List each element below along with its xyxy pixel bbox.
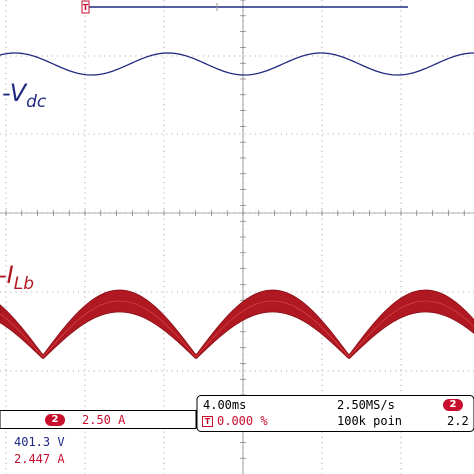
ch1-vdc-waveform bbox=[0, 52, 474, 76]
trigger-position[interactable]: 0.000 % bbox=[217, 414, 268, 428]
vdc-label-prefix: -V bbox=[2, 79, 27, 107]
trigger-source-badge[interactable]: 2 bbox=[443, 399, 463, 411]
record-length[interactable]: 100k poin bbox=[337, 414, 403, 428]
ilb-label-sub: Lb bbox=[13, 274, 35, 294]
trigger-position-marker-icon[interactable]: T bbox=[81, 0, 90, 14]
voltage-readout: 401.3 V bbox=[14, 435, 65, 449]
svg-text:T: T bbox=[83, 3, 89, 12]
trigger-icon: T bbox=[202, 416, 213, 427]
ch2-badge[interactable]: 2 bbox=[45, 414, 65, 426]
timebase[interactable]: 4.00ms bbox=[203, 398, 247, 412]
trigger-level[interactable]: 2.2 bbox=[447, 414, 469, 428]
ch2-ilb-waveform-highlight bbox=[0, 300, 474, 357]
ilb-trace-label: -ILb bbox=[0, 262, 34, 297]
vdc-trace-label: -Vdc bbox=[2, 80, 46, 115]
sample-rate: 2.50MS/s bbox=[337, 398, 395, 412]
current-readout: 2.447 A bbox=[14, 452, 65, 466]
record-position-bar[interactable]: T bbox=[81, 0, 408, 14]
ch2-scale[interactable]: 2.50 A bbox=[82, 413, 126, 427]
ch2-ilb-waveform bbox=[0, 289, 474, 359]
ilb-label-prefix: -I bbox=[0, 261, 14, 289]
vdc-label-sub: dc bbox=[26, 92, 47, 112]
